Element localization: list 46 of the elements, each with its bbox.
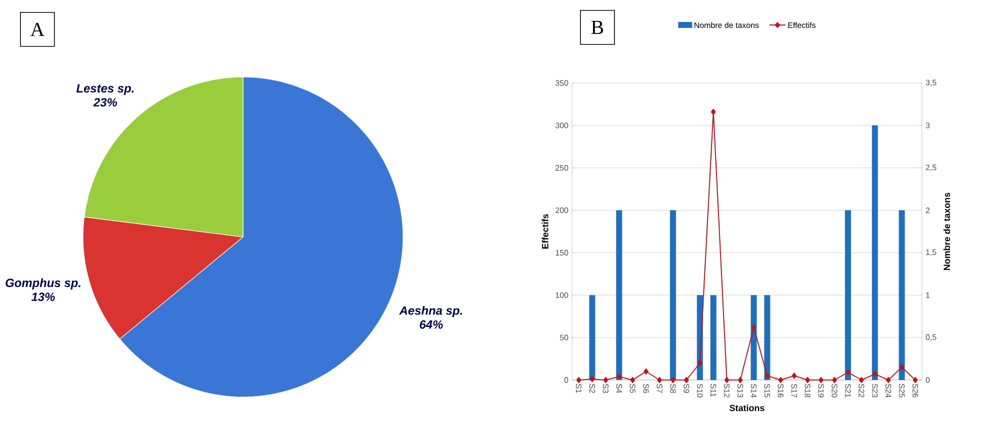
point — [630, 376, 636, 384]
point — [886, 376, 891, 384]
text: A — [30, 22, 44, 36]
point — [846, 369, 850, 376]
point — [872, 370, 878, 378]
bar — [844, 210, 851, 380]
point — [778, 376, 784, 384]
data-label: 64% — [420, 320, 443, 329]
bar — [670, 210, 676, 380]
bar — [764, 295, 770, 380]
point — [818, 376, 824, 384]
text: B — [591, 20, 604, 34]
point — [684, 376, 689, 384]
point — [657, 376, 662, 384]
point — [792, 372, 797, 379]
point — [724, 376, 730, 384]
point — [912, 376, 918, 384]
point — [764, 372, 770, 379]
bar — [750, 295, 757, 380]
bar — [589, 295, 596, 380]
point — [738, 376, 743, 384]
point — [616, 374, 622, 380]
bar — [898, 210, 905, 380]
point — [751, 324, 756, 330]
slice-label: Gomphus sp. — [6, 278, 80, 290]
point — [576, 376, 582, 384]
bar — [710, 295, 716, 380]
point — [644, 368, 648, 375]
data-label: 23% — [93, 98, 118, 107]
point — [710, 108, 716, 115]
bar — [872, 125, 878, 380]
y2-axis-title: Nombre de taxons — [943, 192, 950, 270]
point — [603, 376, 608, 384]
point — [670, 376, 676, 384]
x-axis-title: Stations — [730, 404, 764, 412]
point — [805, 376, 810, 384]
point — [858, 376, 864, 384]
point — [899, 364, 904, 370]
data-label: 13% — [31, 292, 55, 302]
y-axis-title: Effectifs — [542, 214, 548, 249]
point — [590, 376, 595, 382]
slice-label: Aeshna sp. — [399, 306, 462, 318]
point — [697, 360, 702, 366]
bar — [616, 210, 622, 380]
point — [832, 376, 837, 384]
slice-label: Lestes sp. — [76, 84, 134, 95]
